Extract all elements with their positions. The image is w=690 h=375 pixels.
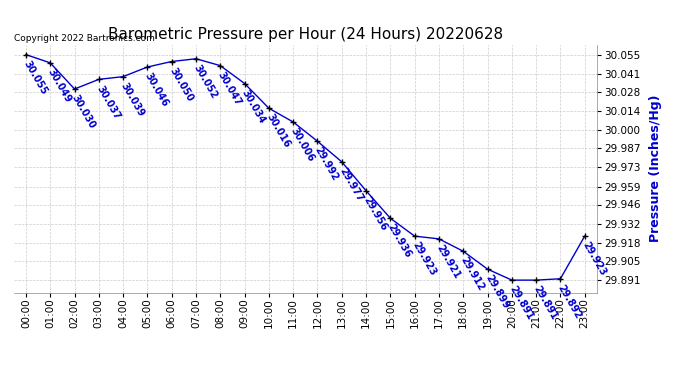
Text: 30.052: 30.052 [192,63,219,100]
Text: 30.016: 30.016 [264,112,292,150]
Text: 29.956: 29.956 [362,195,389,232]
Text: 29.921: 29.921 [435,243,462,280]
Text: 30.055: 30.055 [21,59,49,96]
Text: 30.039: 30.039 [119,81,146,118]
Text: 30.050: 30.050 [167,66,195,103]
Text: 30.006: 30.006 [288,126,316,164]
Text: 29.923: 29.923 [410,240,437,278]
Text: 29.936: 29.936 [386,222,413,260]
Text: Copyright 2022 Bartronics.com: Copyright 2022 Bartronics.com [14,33,155,42]
Text: 29.899: 29.899 [483,273,511,311]
Text: 29.912: 29.912 [459,255,486,293]
Text: 29.892: 29.892 [556,283,583,321]
Text: 29.977: 29.977 [337,166,365,204]
Text: 30.030: 30.030 [70,93,97,130]
Text: 29.923: 29.923 [580,240,608,278]
Text: 30.049: 30.049 [46,67,73,105]
Text: 30.034: 30.034 [240,88,268,125]
Text: 30.037: 30.037 [95,84,121,121]
Text: 30.047: 30.047 [216,70,243,107]
Text: 29.891: 29.891 [507,284,535,322]
Y-axis label: Pressure (Inches/Hg): Pressure (Inches/Hg) [649,95,662,243]
Text: 30.046: 30.046 [143,71,170,109]
Title: Barometric Pressure per Hour (24 Hours) 20220628: Barometric Pressure per Hour (24 Hours) … [108,27,503,42]
Text: 29.891: 29.891 [531,284,559,322]
Text: 29.992: 29.992 [313,146,340,183]
